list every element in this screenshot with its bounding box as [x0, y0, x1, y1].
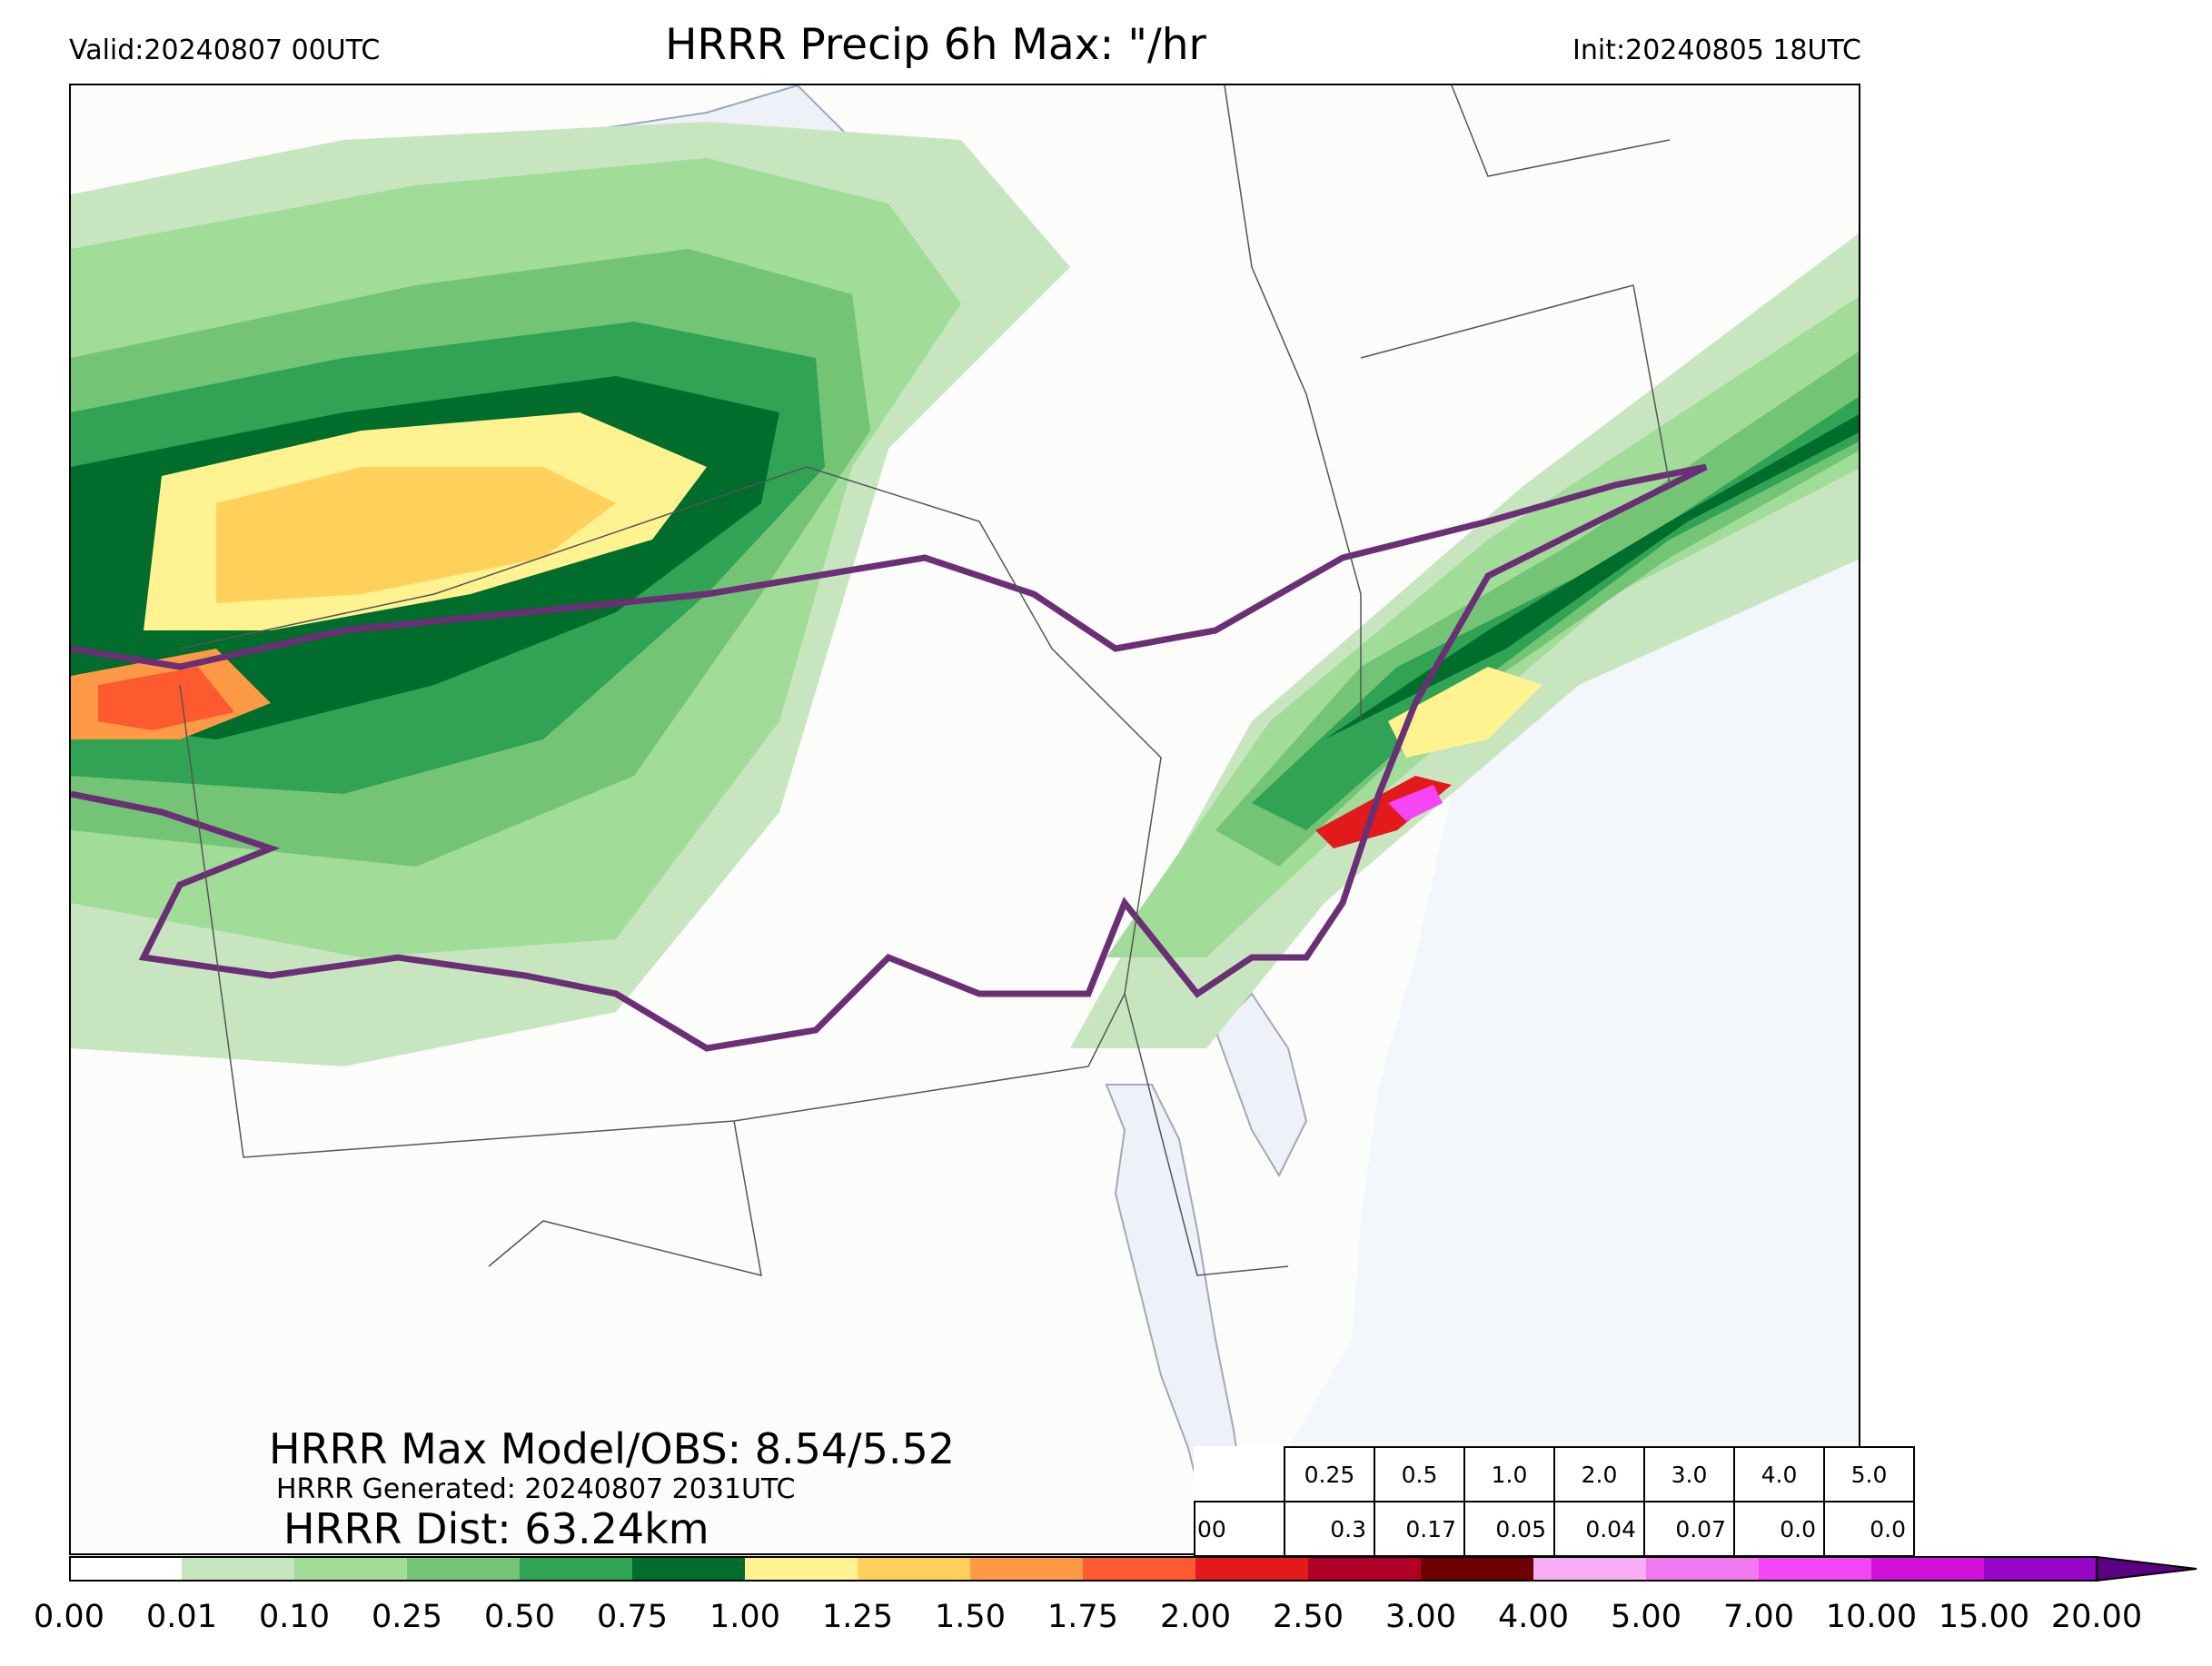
precip-map	[69, 84, 1860, 1555]
colorbar-segment	[1759, 1557, 1872, 1581]
value-cell: 0.0	[1823, 1501, 1915, 1557]
colorbar-segment	[407, 1557, 521, 1581]
colorbar-extend-arrow	[2096, 1555, 2197, 1582]
chesapeake-bay	[1105, 1084, 1253, 1553]
threshold-cell: 2.0	[1553, 1446, 1645, 1502]
colorbar-segment	[970, 1557, 1084, 1581]
colorbar-segment	[1533, 1557, 1647, 1581]
map-title: HRRR Precip 6h Max: "/hr	[665, 20, 1206, 70]
ocean	[1288, 486, 1859, 1553]
valid-time-label: Valid:20240807 00UTC	[69, 35, 381, 66]
threshold-cell: 4.0	[1733, 1446, 1825, 1502]
colorbar-tick-label: 0.25	[372, 1599, 442, 1635]
colorbar-tick-label: 1.50	[935, 1599, 1006, 1635]
colorbar-tick-label: 3.00	[1385, 1599, 1456, 1635]
colorbar-tick-label: 0.10	[259, 1599, 330, 1635]
threshold-row: 0.25 0.5 1.0 2.0 3.0 4.0 5.0	[1195, 1446, 1915, 1502]
colorbar-segment	[745, 1557, 858, 1581]
delaware-bay	[1214, 992, 1308, 1178]
colorbar-segment	[1421, 1557, 1534, 1581]
colorbar-tick-label: 2.00	[1160, 1599, 1231, 1635]
colorbar-segment	[1195, 1557, 1309, 1581]
colorbar-tick-label: 15.00	[1938, 1599, 2030, 1635]
value-cell: 0.3	[1284, 1501, 1375, 1557]
colorbar	[69, 1555, 2197, 1582]
value-row: 00 0.3 0.17 0.05 0.04 0.07 0.0 0.0	[1194, 1501, 1915, 1557]
probability-table: 0.25 0.5 1.0 2.0 3.0 4.0 5.0 00 0.3 0.17…	[1194, 1446, 1915, 1557]
colorbar-segment	[294, 1557, 408, 1581]
colorbar-tick-label: 2.50	[1273, 1599, 1344, 1635]
map-graphics	[71, 85, 1859, 1553]
threshold-cell: 5.0	[1823, 1446, 1915, 1502]
colorbar-segment	[1984, 1557, 2098, 1581]
colorbar-tick-label: 4.00	[1498, 1599, 1569, 1635]
colorbar-tick-label: 1.75	[1047, 1599, 1118, 1635]
colorbar-outline	[69, 1556, 2098, 1582]
colorbar-tick-label: 10.00	[1825, 1599, 1918, 1635]
colorbar-tick-label: 5.00	[1611, 1599, 1681, 1635]
init-time-label: Init:20240805 18UTC	[1572, 35, 1861, 66]
threshold-cell: 1.0	[1463, 1446, 1555, 1502]
colorbar-segment	[520, 1557, 633, 1581]
colorbar-tick-label: 0.00	[34, 1599, 104, 1635]
colorbar-segment	[1871, 1557, 1985, 1581]
obs-contour	[71, 463, 1708, 1052]
colorbar-segment	[69, 1557, 183, 1581]
colorbar-segment	[632, 1557, 746, 1581]
colorbar-segment	[1308, 1557, 1422, 1581]
value-cell: 0.07	[1643, 1501, 1735, 1557]
colorbar-segment	[1646, 1557, 1760, 1581]
colorbar-tick-label: 0.50	[484, 1599, 555, 1635]
colorbar-segment	[858, 1557, 971, 1581]
colorbar-segment	[182, 1557, 295, 1581]
generated-time-label: HRRR Generated: 20240807 2031UTC	[276, 1473, 796, 1505]
colorbar-tick-label: 1.00	[709, 1599, 780, 1635]
value-cell: 0.05	[1463, 1501, 1555, 1557]
threshold-cell: 3.0	[1643, 1446, 1735, 1502]
distance-label: HRRR Dist: 63.24km	[283, 1504, 709, 1553]
colorbar-tick-label: 7.00	[1723, 1599, 1794, 1635]
colorbar-tick-label: 0.01	[146, 1599, 217, 1635]
max-model-obs-label: HRRR Max Model/OBS: 8.54/5.52	[269, 1424, 956, 1473]
threshold-cell: 0.25	[1284, 1446, 1375, 1502]
value-cell: 0.04	[1553, 1501, 1645, 1557]
colorbar-tick-label: 20.00	[2050, 1599, 2143, 1635]
colorbar-tick-label: 0.75	[597, 1599, 668, 1635]
state-borders	[179, 85, 1671, 1277]
value-cell: 0.0	[1733, 1501, 1825, 1557]
threshold-cell: 0.5	[1374, 1446, 1465, 1502]
value-cell: 0.17	[1374, 1501, 1465, 1557]
value-cell-fragment: 00	[1194, 1501, 1285, 1557]
colorbar-segment	[1083, 1557, 1196, 1581]
colorbar-tick-label: 1.25	[822, 1599, 893, 1635]
